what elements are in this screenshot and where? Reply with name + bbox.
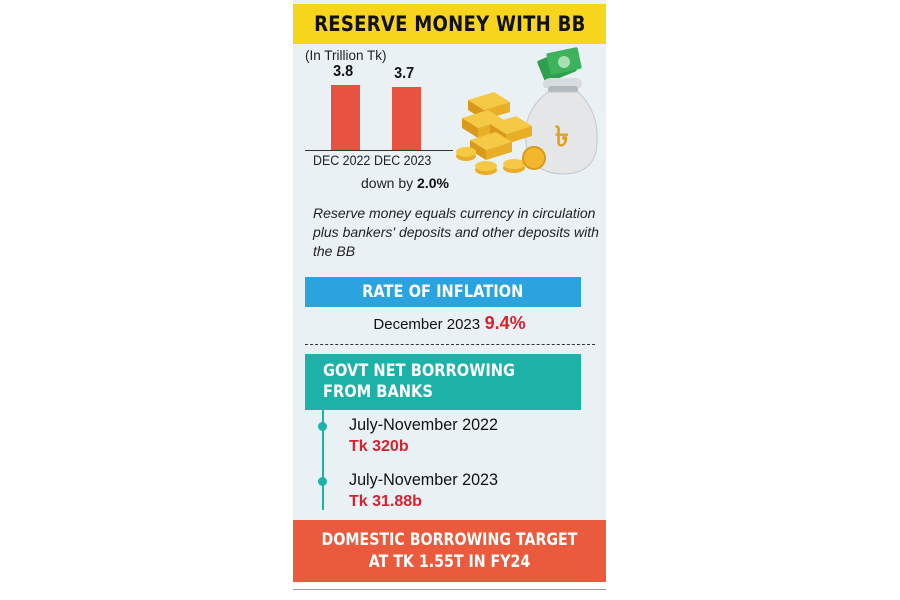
infographic-card: RESERVE MONEY WITH BB (In Trillion Tk) 3… [293,0,606,582]
timeline-dot [318,422,327,431]
change-annotation: down by 2.0% [361,175,449,191]
category-label: DEC 2023 [374,153,432,168]
change-value: 2.0% [417,175,449,191]
borrowing-amount: Tk 31.88b [349,493,422,510]
coins-icon [456,146,546,175]
bottom-rule [293,589,606,590]
inflation-period: December 2023 [373,316,481,333]
inflation-line: December 2023 9.4% [293,313,606,334]
borrowing-title-line: FROM BANKS [323,382,433,402]
inflation-banner: RATE OF INFLATION [305,277,581,307]
bar-value-label: 3.8 [333,62,354,80]
inflation-value: 9.4% [484,313,526,333]
borrowing-amount: Tk 320b [349,438,409,455]
taka-symbol: ৳ [555,120,569,153]
dashed-divider [305,344,595,345]
target-line: AT TK 1.55T IN FY24 [368,552,531,571]
borrowing-target-banner: DOMESTIC BORROWING TARGET AT TK 1.55T IN… [293,520,606,582]
title-banner: RESERVE MONEY WITH BB [293,4,606,44]
borrowing-title: GOVT NET BORROWING FROM BANKS [323,361,515,403]
bar-dec-2023 [391,86,421,150]
borrowing-period: July-November 2022 [349,415,499,434]
banknotes-icon [537,47,582,83]
timeline-line [322,410,324,510]
timeline-dot [318,477,327,486]
borrowing-period: July-November 2023 [349,470,499,489]
bar-value-label: 3.7 [394,64,415,82]
borrowing-title-line: GOVT NET BORROWING [323,361,516,381]
borrowing-target-text: DOMESTIC BORROWING TARGET AT TK 1.55T IN… [315,529,584,573]
unit-label: (In Trillion Tk) [305,48,387,63]
gold-bars-icon [462,92,532,160]
page-title: RESERVE MONEY WITH BB [313,12,586,36]
inflation-title: RATE OF INFLATION [362,282,524,302]
borrowing-banner: GOVT NET BORROWING FROM BANKS [305,354,581,410]
change-prefix: down by [361,175,414,191]
money-illustration: ৳ [456,47,598,175]
reserve-money-definition: Reserve money equals currency in circula… [313,205,599,259]
bar-dec-2022 [330,84,360,150]
chart-baseline [305,150,453,151]
target-line: DOMESTIC BORROWING TARGET [321,530,578,549]
category-label: DEC 2022 [313,153,371,168]
